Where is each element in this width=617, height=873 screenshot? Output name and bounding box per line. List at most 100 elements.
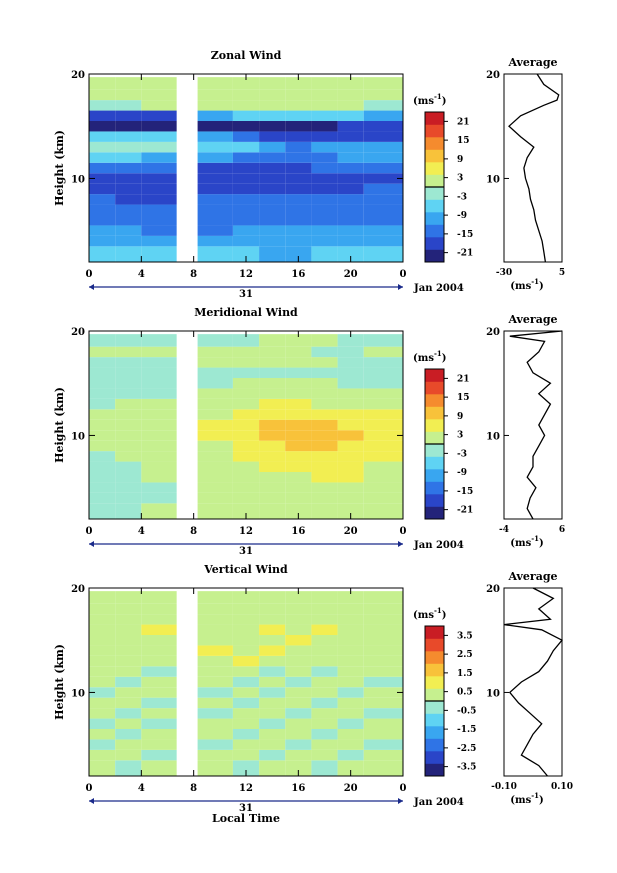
heatmap-cell — [259, 430, 286, 441]
heatmap-cell — [285, 235, 312, 247]
heatmap-cell — [89, 378, 116, 389]
heatmap-cell — [259, 760, 286, 776]
x-tick-label: 4 — [138, 783, 145, 794]
heatmap-cell — [311, 235, 338, 247]
heatmap-cell — [187, 225, 233, 236]
heatmap-cell — [311, 183, 338, 195]
average-unit-close: ) — [539, 795, 544, 806]
heatmap-cell — [363, 162, 403, 174]
colorbar-swatch — [425, 676, 444, 689]
heatmap-cell — [311, 440, 338, 452]
heatmap-cell — [89, 357, 116, 368]
heatmap-cell — [187, 173, 233, 184]
average-frame — [503, 587, 563, 777]
heatmap-cell — [232, 760, 260, 776]
heatmap-cell — [337, 141, 364, 153]
heatmap-cell — [259, 603, 286, 615]
heatmap-cell — [285, 708, 312, 719]
heatmap-cell — [337, 152, 364, 163]
colorbar-tick-label: -21 — [457, 506, 473, 516]
heatmap-cell — [141, 121, 188, 132]
colorbar-tick-label: 3 — [457, 174, 463, 184]
x-tick-label: 16 — [291, 526, 305, 537]
colorbar-swatch — [425, 626, 444, 639]
heatmap-cell — [285, 461, 312, 472]
heatmap-cell — [141, 749, 188, 761]
heatmap-cell — [187, 367, 233, 378]
heatmap-cell — [311, 451, 338, 462]
heatmap-cell — [311, 204, 338, 215]
heatmap-cell — [259, 141, 286, 153]
heatmap-cell — [232, 430, 260, 441]
heatmap-cell — [89, 334, 116, 347]
heatmap-cell — [115, 89, 142, 101]
heatmap-cell — [141, 591, 188, 604]
heatmap-cell — [89, 100, 116, 111]
heatmap-cell — [285, 729, 312, 740]
heatmap-cell — [363, 624, 403, 635]
colorbar-swatch — [425, 638, 444, 652]
heatmap-cell — [232, 729, 260, 740]
average-unit: (ms-1) — [510, 534, 543, 549]
colorbar-unit-exponent: -1 — [434, 606, 442, 615]
heatmap-cell — [259, 215, 286, 226]
heatmap-cell — [311, 100, 338, 111]
heatmap-cell — [363, 77, 403, 90]
x-tick-label: 0 — [400, 269, 407, 280]
heatmap-cell — [115, 614, 142, 625]
colorbar-tick-label: -2.5 — [457, 744, 476, 754]
colorbar-swatch — [425, 713, 444, 727]
heatmap-cell — [363, 204, 403, 215]
heatmap-cell — [115, 388, 142, 399]
colorbar-tick-label: -9 — [457, 468, 467, 478]
heatmap-cell — [259, 419, 286, 431]
heatmap-cell — [259, 398, 286, 410]
heatmap-cell — [141, 204, 188, 215]
heatmap-cell — [187, 687, 233, 698]
heatmap-cell — [232, 131, 260, 142]
heatmap-cell — [232, 461, 260, 472]
heatmap-cell — [311, 215, 338, 226]
heatmap-cell — [187, 591, 233, 604]
average-unit-close: ) — [539, 538, 544, 549]
heatmap-cell — [311, 378, 338, 389]
heatmap-cell — [115, 378, 142, 389]
heatmap-cell — [285, 183, 312, 195]
heatmap-cell — [141, 194, 188, 205]
heatmap-cell — [285, 194, 312, 205]
heatmap-cell — [232, 739, 260, 750]
heatmap-cell — [187, 409, 233, 420]
heatmap-cell — [363, 110, 403, 121]
heatmap-cell — [232, 398, 260, 410]
heatmap-cell — [311, 173, 338, 184]
heatmap-cell — [115, 635, 142, 646]
heatmap-cell — [285, 246, 312, 262]
heatmap-cell — [285, 131, 312, 142]
heatmap-cell — [363, 451, 403, 462]
heatmap-cell — [89, 666, 116, 677]
heatmap-cell — [285, 89, 312, 101]
y-tick-label: 10 — [71, 688, 85, 699]
heatmap-cell — [89, 235, 116, 247]
heatmap-cell — [115, 472, 142, 483]
heatmap-cell — [311, 472, 338, 483]
heatmap-cell — [89, 246, 116, 262]
heatmap-cell — [115, 624, 142, 635]
heatmap-cell — [363, 235, 403, 247]
y-axis-label: Height (km) — [53, 387, 66, 463]
colorbar-tick-label: -1.5 — [457, 725, 476, 735]
heatmap-cell — [337, 173, 364, 184]
colorbar-tick-label: 21 — [457, 117, 470, 127]
heatmap-cell — [337, 398, 364, 410]
average-x-tick-label: -30 — [496, 268, 512, 278]
heatmap-cell — [363, 131, 403, 142]
heatmap-cell — [285, 718, 312, 729]
heatmap-cell — [337, 708, 364, 719]
heatmap-cell — [337, 729, 364, 740]
heatmap-cell — [115, 440, 142, 452]
heatmap-cell — [115, 666, 142, 677]
heatmap-cell — [337, 666, 364, 677]
colorbar-unit-exponent: -1 — [434, 92, 442, 101]
colorbar-swatch — [425, 431, 444, 445]
heatmap-cell — [337, 162, 364, 174]
